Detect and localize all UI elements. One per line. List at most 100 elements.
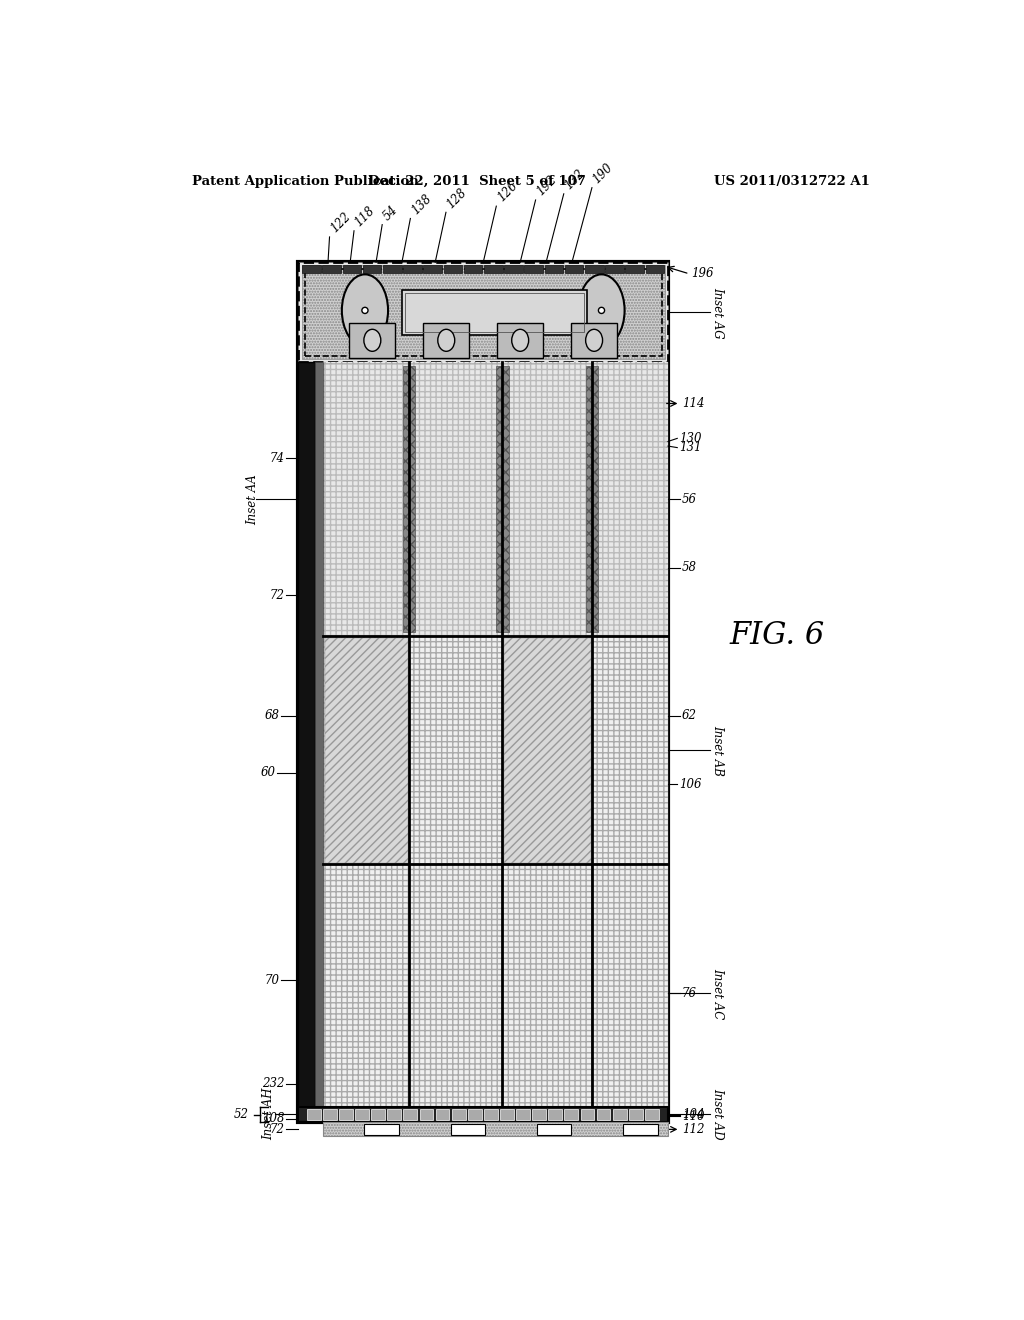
- Text: Dec. 22, 2011  Sheet 5 of 107: Dec. 22, 2011 Sheet 5 of 107: [368, 176, 586, 187]
- Bar: [435, 1109, 450, 1121]
- Bar: [612, 1109, 627, 1121]
- Bar: [586, 367, 598, 632]
- Bar: [594, 364, 667, 635]
- Bar: [645, 265, 665, 273]
- Ellipse shape: [512, 329, 528, 351]
- Bar: [524, 265, 543, 273]
- Bar: [504, 265, 523, 273]
- Bar: [298, 1107, 315, 1122]
- Bar: [468, 1109, 481, 1121]
- Bar: [537, 1123, 571, 1135]
- Bar: [605, 265, 624, 273]
- Text: 138: 138: [409, 191, 434, 216]
- Bar: [549, 1109, 562, 1121]
- Bar: [532, 1109, 546, 1121]
- Bar: [372, 1109, 385, 1121]
- Bar: [339, 1109, 353, 1121]
- Text: 118: 118: [352, 205, 378, 230]
- Text: 108: 108: [262, 1111, 285, 1125]
- Ellipse shape: [579, 275, 625, 346]
- Bar: [564, 1109, 579, 1121]
- Text: 70: 70: [265, 974, 280, 987]
- Text: 106: 106: [679, 777, 701, 791]
- Text: 62: 62: [682, 709, 697, 722]
- Text: 128: 128: [444, 186, 470, 211]
- Text: 52: 52: [233, 1109, 249, 1121]
- Text: Inset AC: Inset AC: [712, 968, 725, 1019]
- Text: 110: 110: [682, 1110, 705, 1123]
- Ellipse shape: [342, 275, 388, 346]
- Text: 112: 112: [682, 1123, 705, 1137]
- Bar: [504, 638, 591, 862]
- Text: 72: 72: [269, 1123, 285, 1137]
- Text: 72: 72: [269, 589, 285, 602]
- Text: 232: 232: [262, 1077, 285, 1090]
- Bar: [349, 323, 395, 358]
- Bar: [403, 367, 416, 632]
- Bar: [298, 1107, 668, 1122]
- Bar: [451, 1123, 485, 1135]
- Bar: [624, 1123, 657, 1135]
- Bar: [403, 265, 422, 273]
- Bar: [323, 865, 668, 1122]
- Bar: [411, 364, 501, 635]
- Bar: [365, 1123, 399, 1135]
- Bar: [464, 265, 482, 273]
- Text: 68: 68: [265, 709, 280, 722]
- Bar: [585, 265, 603, 273]
- Bar: [323, 363, 668, 636]
- Text: 126: 126: [495, 180, 520, 205]
- Text: 76: 76: [682, 987, 697, 999]
- Bar: [315, 363, 323, 1122]
- Bar: [301, 265, 665, 359]
- Bar: [597, 1109, 610, 1121]
- Bar: [307, 1109, 321, 1121]
- Bar: [443, 265, 462, 273]
- Bar: [298, 263, 668, 1122]
- Text: 131: 131: [679, 441, 701, 454]
- Bar: [484, 1109, 498, 1121]
- Text: 104: 104: [682, 1109, 705, 1121]
- Bar: [565, 265, 584, 273]
- Bar: [404, 293, 584, 333]
- Text: 130: 130: [679, 432, 701, 445]
- Bar: [645, 1109, 658, 1121]
- Text: 56: 56: [682, 492, 697, 506]
- Text: 190: 190: [591, 161, 615, 186]
- Text: 74: 74: [269, 451, 285, 465]
- Bar: [343, 265, 361, 273]
- Bar: [298, 1107, 668, 1122]
- Bar: [420, 1109, 433, 1121]
- Bar: [516, 1109, 530, 1121]
- Bar: [626, 265, 644, 273]
- Text: 60: 60: [260, 767, 275, 779]
- Bar: [629, 1109, 643, 1121]
- Ellipse shape: [598, 308, 604, 313]
- Bar: [302, 265, 321, 273]
- Text: Inset AD: Inset AD: [712, 1088, 725, 1139]
- Bar: [323, 1122, 668, 1137]
- Bar: [497, 323, 544, 358]
- Bar: [571, 323, 617, 358]
- Ellipse shape: [361, 308, 368, 313]
- Bar: [452, 1109, 466, 1121]
- Bar: [355, 1109, 369, 1121]
- Bar: [304, 268, 662, 356]
- Text: 122: 122: [328, 210, 353, 235]
- Bar: [387, 1109, 401, 1121]
- Text: Inset AB: Inset AB: [712, 725, 725, 775]
- Bar: [323, 636, 668, 865]
- Text: 132: 132: [562, 168, 588, 193]
- Text: 192: 192: [535, 173, 559, 198]
- Bar: [484, 265, 503, 273]
- Bar: [323, 1109, 337, 1121]
- Bar: [545, 265, 563, 273]
- Bar: [423, 323, 469, 358]
- Bar: [362, 265, 382, 273]
- Bar: [325, 364, 408, 635]
- Text: Inset AH: Inset AH: [263, 1088, 275, 1140]
- Text: Inset AG: Inset AG: [712, 286, 725, 338]
- Bar: [581, 1109, 594, 1121]
- Bar: [298, 263, 668, 363]
- Ellipse shape: [586, 329, 602, 351]
